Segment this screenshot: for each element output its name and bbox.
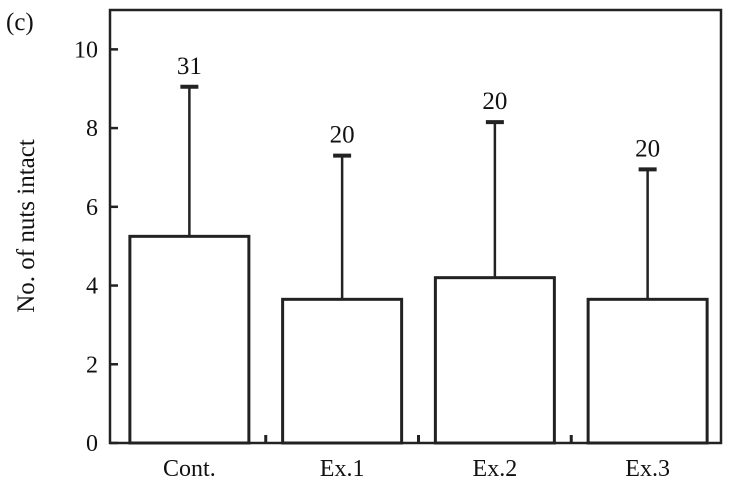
error-bars [180,84,657,300]
x-category-label: Ex.1 [320,456,365,482]
y-tick-label: 4 [86,274,98,300]
bar [281,297,404,445]
x-category-label: Cont. [163,456,216,482]
y-tick-label: 10 [74,37,98,63]
bar [128,234,251,445]
sample-size-labels: 31 20 20 20 [177,53,660,163]
sample-size-label: 31 [177,53,202,80]
x-axis-category-labels: Cont. Ex.1 Ex.2 Ex.3 [163,435,670,482]
y-axis-ticks: 0 2 4 6 8 10 [74,37,118,457]
plot-frame [108,8,723,445]
y-tick-label: 2 [86,352,98,378]
y-tick-label: 0 [86,431,98,457]
sample-size-label: 20 [330,122,355,149]
y-axis-label: No. of nuts intact [13,139,40,313]
x-category-label: Ex.3 [625,456,670,482]
bar [586,297,709,445]
y-tick-label: 8 [86,116,98,142]
sample-size-label: 20 [482,88,507,115]
bars [128,234,709,445]
panel-label: (c) [6,9,34,36]
bar [433,276,556,445]
x-category-label: Ex.2 [473,456,518,482]
y-tick-label: 6 [86,195,98,221]
sample-size-label: 20 [635,135,660,162]
